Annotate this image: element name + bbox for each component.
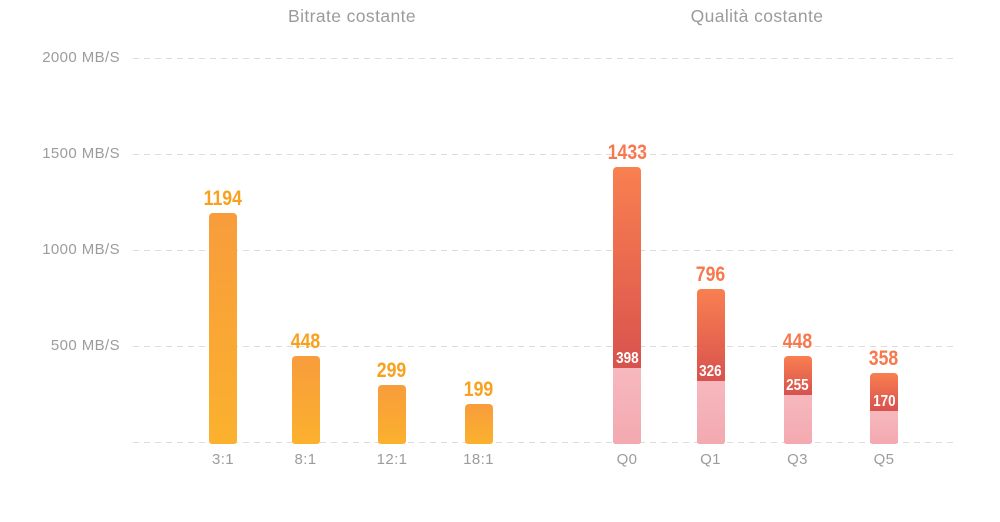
bar-value-label: 448 [753, 331, 843, 353]
bar-value-text: 1194 [203, 187, 243, 210]
bar-value-label: 1194 [178, 188, 268, 210]
bar-value-label: 199 [434, 379, 524, 401]
bar-sub-segment [696, 381, 725, 444]
bar-sub-value-text: 326 [699, 363, 722, 380]
y-axis-label-2000: 2000 MB/S [42, 49, 120, 66]
bar-value-text: 1433 [607, 141, 647, 164]
y-axis-label-1500: 1500 MB/S [42, 145, 120, 162]
bar-value-label: 796 [666, 264, 756, 286]
gridline-1000 [133, 250, 958, 251]
y-axis-label-1000: 1000 MB/S [42, 241, 120, 258]
bar-sub-value-text: 255 [786, 377, 809, 394]
bar-12:1 [378, 385, 406, 444]
bar-value-label: 299 [347, 360, 437, 382]
x-tick-label-18:1: 18:1 [463, 451, 494, 468]
bar-8:1 [291, 356, 320, 444]
bar-sub-segment [783, 395, 812, 444]
bar-value-label: 358 [839, 348, 929, 370]
group-title-bitrate: Bitrate costante [288, 6, 416, 26]
bar-value-text: 796 [695, 263, 726, 286]
bar-Q5: 170 [870, 373, 898, 444]
bar-Q3: 255 [783, 356, 812, 444]
bar-sub-segment [870, 411, 898, 444]
gridline-2000 [133, 58, 958, 59]
gridline-0 [133, 442, 958, 443]
gridline-1500 [133, 154, 958, 155]
bar-Q1: 326 [696, 289, 725, 444]
x-tick-label-Q1: Q1 [700, 451, 721, 468]
bar-sub-value-label: 255 [774, 377, 822, 394]
y-axis-label-500: 500 MB/S [50, 337, 120, 354]
bar-value-text: 448 [782, 330, 813, 353]
bar-value-text: 358 [869, 347, 899, 370]
x-tick-label-Q3: Q3 [787, 451, 808, 468]
bar-value-text: 448 [290, 330, 321, 353]
bar-value-label: 448 [261, 331, 351, 353]
bar-sub-segment [613, 368, 641, 444]
bar-value-label: 1433 [582, 142, 672, 164]
bar-sub-value-label: 170 [860, 393, 908, 410]
bar-sub-value-text: 170 [872, 393, 896, 410]
gridline-500 [133, 346, 958, 347]
bar-sub-value-text: 398 [615, 350, 639, 367]
bar-sub-value-label: 398 [603, 350, 651, 367]
group-title-quality: Qualità costante [690, 6, 824, 26]
bar-Q0: 398 [613, 167, 641, 444]
x-tick-label-Q5: Q5 [873, 451, 895, 468]
x-tick-label-12:1: 12:1 [376, 451, 408, 468]
bar-18:1 [464, 404, 493, 444]
bar-sub-value-label: 326 [687, 363, 735, 380]
x-tick-label-3:1: 3:1 [211, 451, 235, 468]
x-tick-label-Q0: Q0 [616, 451, 638, 468]
bar-value-text: 199 [463, 378, 494, 401]
bar-value-text: 299 [377, 359, 407, 382]
bar-3:1 [209, 213, 237, 444]
x-tick-label-8:1: 8:1 [294, 451, 317, 468]
